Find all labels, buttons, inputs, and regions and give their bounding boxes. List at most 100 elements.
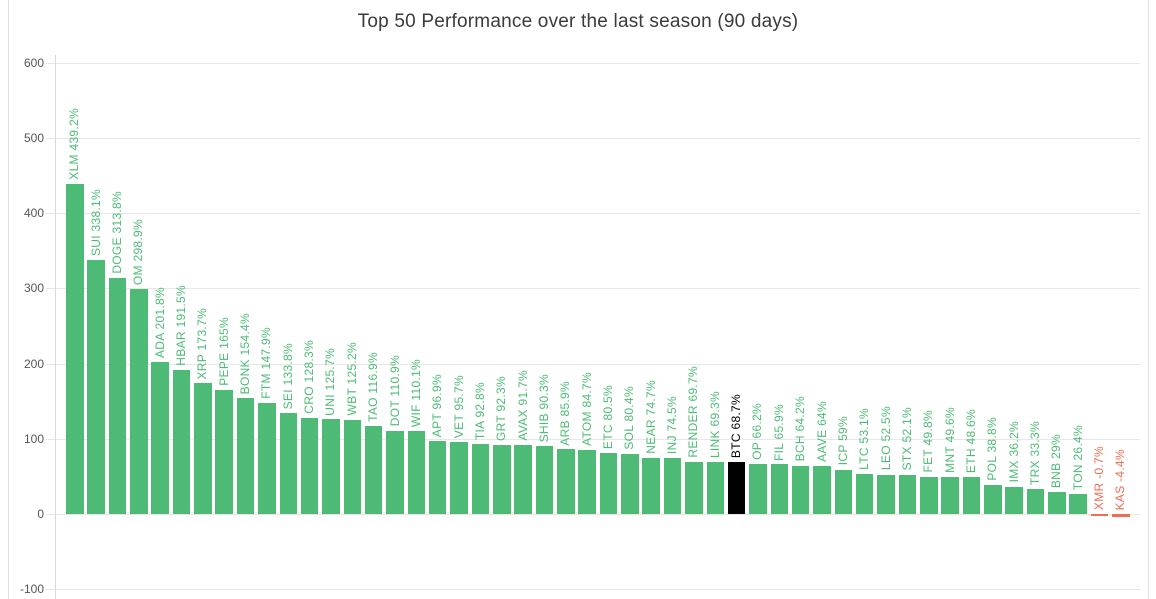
bar[interactable] xyxy=(151,362,169,514)
bar[interactable] xyxy=(471,444,490,514)
bar-label: KAS -4.4% xyxy=(1113,448,1128,510)
bar[interactable] xyxy=(236,397,255,514)
y-axis-line xyxy=(55,55,56,599)
bar[interactable] xyxy=(1026,488,1045,514)
y-tick-label: 100 xyxy=(23,431,44,446)
bar[interactable] xyxy=(1112,514,1130,518)
bar[interactable] xyxy=(855,474,874,514)
bar[interactable] xyxy=(66,183,84,514)
bar-label: STX 52.1% xyxy=(899,407,914,471)
bar[interactable] xyxy=(749,464,767,514)
gridline xyxy=(46,288,1140,290)
bar-label: LTC 53.1% xyxy=(857,408,872,471)
bar[interactable] xyxy=(813,465,831,514)
bar[interactable] xyxy=(322,419,340,514)
bar[interactable] xyxy=(450,442,468,514)
y-tick-label: 600 xyxy=(23,55,44,70)
bar-label: OM 298.9% xyxy=(131,219,146,286)
bar-label: ETH 48.6% xyxy=(963,409,978,474)
bar-label: ATOM 84.7% xyxy=(579,372,594,447)
bar-label: DOGE 313.8% xyxy=(109,191,124,275)
bar-label: SUI 338.1% xyxy=(88,188,103,256)
bar[interactable] xyxy=(962,477,981,514)
bar[interactable] xyxy=(428,441,447,514)
bar[interactable] xyxy=(535,446,554,514)
y-tick-label: 500 xyxy=(23,131,44,145)
bar[interactable] xyxy=(279,413,297,514)
bar-label: NEAR 74.7% xyxy=(643,380,658,454)
y-tick-label: 400 xyxy=(23,206,44,221)
bar[interactable] xyxy=(386,430,404,514)
y-tick-label: 200 xyxy=(23,356,44,371)
bar-label: ETC 80.5% xyxy=(601,385,615,450)
bar-label: AVAX 91.7% xyxy=(515,370,530,442)
bar[interactable] xyxy=(706,461,724,514)
bar-label: TRX 33.3% xyxy=(1028,420,1042,485)
bar[interactable] xyxy=(108,278,127,514)
bar-label: APT 96.9% xyxy=(430,373,445,438)
bar-label: SOL 80.4% xyxy=(622,385,637,450)
bar[interactable] xyxy=(1090,514,1109,516)
bar[interactable] xyxy=(920,476,938,514)
bar[interactable] xyxy=(514,445,532,514)
bar-label: AAVE 64% xyxy=(814,400,829,462)
gridline xyxy=(46,138,1140,139)
bar-label: VET 95.7% xyxy=(451,374,466,439)
bar-label: LINK 69.3% xyxy=(707,390,722,458)
bar[interactable] xyxy=(407,431,426,514)
bar-label: BCH 64.2% xyxy=(793,396,808,462)
bar[interactable] xyxy=(493,444,511,514)
bar[interactable] xyxy=(984,484,1002,514)
bar-label: WBT 125.2% xyxy=(344,342,359,416)
bar[interactable] xyxy=(87,259,105,514)
bar-label: POL 38.8% xyxy=(985,417,1000,481)
bar[interactable] xyxy=(770,464,789,514)
bar[interactable] xyxy=(791,465,810,514)
bar-label: FTM 147.9% xyxy=(259,327,274,399)
bar-label: UNI 125.7% xyxy=(323,347,338,416)
y-tick-label: 0 xyxy=(37,507,44,521)
bar[interactable] xyxy=(578,450,596,514)
bar-label: INJ 74.5% xyxy=(665,395,680,454)
bar-label: FIL 65.9% xyxy=(771,403,786,461)
bar-label: TIA 92.8% xyxy=(472,382,487,441)
bar[interactable] xyxy=(343,419,362,514)
y-tick-label: 300 xyxy=(23,281,44,296)
bar[interactable] xyxy=(557,449,575,514)
bar[interactable] xyxy=(1005,486,1023,514)
bar[interactable] xyxy=(685,461,703,514)
bar-label: MNT 49.6% xyxy=(942,406,957,473)
bar[interactable] xyxy=(364,426,383,514)
bar[interactable] xyxy=(1069,494,1087,514)
bar[interactable] xyxy=(642,457,660,514)
bar[interactable] xyxy=(1048,492,1066,514)
bar[interactable] xyxy=(599,453,618,514)
bar[interactable] xyxy=(172,369,191,514)
bar[interactable] xyxy=(194,383,212,514)
bar[interactable] xyxy=(898,474,917,514)
bar[interactable] xyxy=(130,289,148,514)
bar-label: BONK 154.4% xyxy=(238,312,253,394)
bar-label: TON 26.4% xyxy=(1070,424,1085,491)
bar[interactable] xyxy=(877,474,895,514)
gridline xyxy=(46,213,1140,215)
gridline xyxy=(46,62,1140,64)
bar-label: ICP 59% xyxy=(835,416,850,466)
bar[interactable] xyxy=(621,453,639,514)
bar[interactable] xyxy=(300,417,319,514)
bar[interactable] xyxy=(834,469,853,514)
gridline xyxy=(46,514,1140,515)
bar-label: XMR -0.7% xyxy=(1092,445,1107,510)
bar-label: FET 49.8% xyxy=(921,410,936,473)
bar[interactable] xyxy=(727,462,746,514)
bar-label: TAO 116.9% xyxy=(366,352,381,423)
bar[interactable] xyxy=(941,476,959,514)
bar-label: OP 66.2% xyxy=(750,403,765,461)
bar[interactable] xyxy=(663,457,682,514)
bar-label: RENDER 69.7% xyxy=(686,365,701,458)
bar-label: BTC 68.7% xyxy=(729,394,744,459)
bar[interactable] xyxy=(215,389,233,514)
bar-label: BNB 29% xyxy=(1049,434,1064,489)
bar[interactable] xyxy=(258,402,276,514)
